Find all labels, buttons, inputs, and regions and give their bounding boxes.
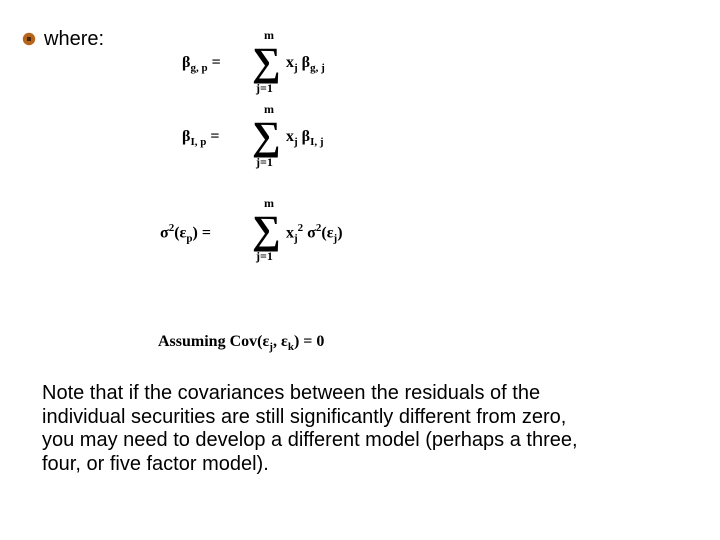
equation-2: βI, p = m ∑ j=1 xj βI, j bbox=[182, 100, 482, 172]
sum-lower: j=1 bbox=[256, 81, 273, 96]
equation-3: σ2(εp) = m ∑ j=1 xj2 σ2(εj) bbox=[182, 194, 482, 272]
eq3-rhs: xj2 σ2(εj) bbox=[286, 222, 343, 245]
note-paragraph: Note that if the covariances between the… bbox=[42, 382, 602, 476]
eq1-rhs: xj βg, j bbox=[286, 54, 325, 74]
equations-column: βg, p = m ∑ j=1 xj βg, j βI, p = m ∑ j=1… bbox=[182, 26, 482, 272]
eq1-lhs: βg, p = bbox=[182, 54, 221, 74]
sum-lower: j=1 bbox=[256, 155, 273, 170]
equation-1: βg, p = m ∑ j=1 xj βg, j bbox=[182, 26, 482, 98]
eq2-lhs: βI, p = bbox=[182, 128, 219, 148]
eq2-rhs: xj βI, j bbox=[286, 128, 324, 148]
sum-symbol: ∑ bbox=[252, 42, 281, 82]
slide: where: βg, p = m ∑ j=1 xj βg, j βI, p = … bbox=[0, 0, 720, 540]
sum-symbol: ∑ bbox=[252, 116, 281, 156]
sum-symbol: ∑ bbox=[252, 210, 281, 250]
sum-lower: j=1 bbox=[256, 249, 273, 264]
bullet-icon bbox=[22, 32, 36, 51]
where-label: where: bbox=[44, 28, 104, 50]
eq3-lhs: σ2(εp) = bbox=[160, 222, 211, 245]
assumption-line: Assuming Cov(εj, εk) = 0 bbox=[158, 333, 324, 353]
